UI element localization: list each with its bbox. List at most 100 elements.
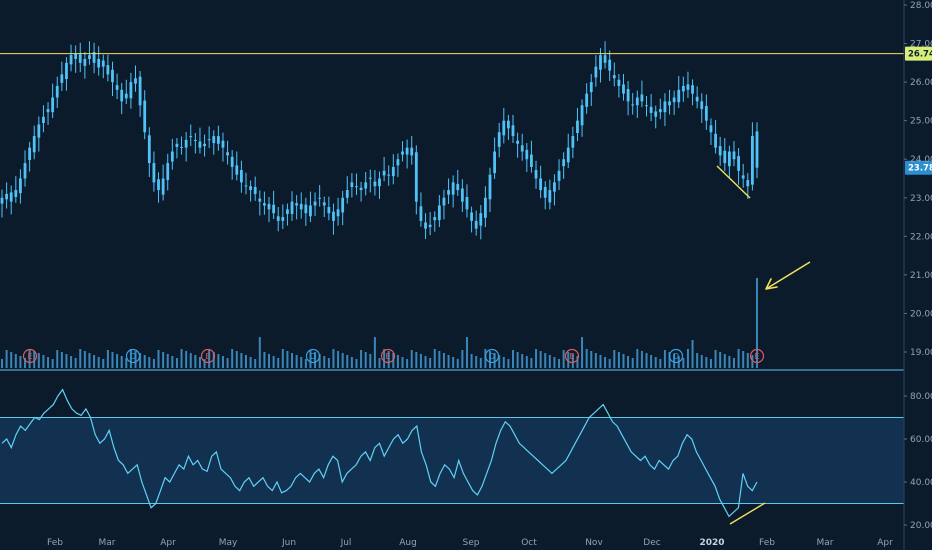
volume-bar — [148, 357, 151, 368]
volume-bar — [5, 350, 8, 368]
candle-body — [553, 182, 556, 192]
volume-bar — [120, 356, 123, 368]
time-axis-label: Jul — [340, 538, 352, 548]
volume-bar — [83, 351, 86, 368]
last-price-label: 23.78 — [908, 164, 932, 174]
candle-body — [488, 174, 492, 200]
candle-body — [387, 174, 391, 176]
volume-bar — [429, 358, 432, 368]
candle-body — [677, 89, 681, 103]
volume-bar — [350, 357, 353, 368]
candle-body — [23, 163, 27, 179]
candle-body — [88, 55, 91, 59]
volume-bar — [286, 351, 289, 368]
candle-body — [451, 182, 455, 195]
volume-event-badge — [749, 348, 765, 364]
oscillator-axis-tick-label: 60.00 — [910, 435, 932, 445]
candle-body — [230, 156, 234, 167]
candle-body — [378, 178, 381, 187]
candle-body — [460, 188, 464, 202]
volume-bar — [88, 353, 91, 368]
volume-event-badge — [564, 348, 580, 364]
volume-event-badge — [668, 348, 684, 364]
candle-body — [180, 146, 183, 148]
candle-body — [9, 192, 13, 202]
volume-event-label: D — [130, 352, 136, 361]
volume-bar — [281, 349, 284, 368]
volume-bar — [24, 358, 27, 368]
volume-event-badge — [380, 348, 396, 364]
volume-bar — [166, 354, 169, 368]
candle-body — [272, 204, 276, 214]
volume-event-badge — [305, 348, 321, 364]
time-axis-label: Mar — [99, 538, 116, 548]
volume-bar — [134, 351, 137, 368]
volume-bar — [640, 351, 643, 368]
volume-bar — [10, 352, 13, 368]
time-axis-label: Jun — [281, 538, 296, 548]
annotation-arrow-shaft — [765, 261, 811, 290]
volume-bar — [686, 349, 689, 368]
candle-body — [566, 147, 570, 163]
volume-bar — [97, 357, 100, 368]
candle-body — [695, 96, 699, 102]
volume-bar — [599, 355, 602, 368]
volume-bar — [231, 349, 234, 368]
candle-body — [5, 193, 9, 200]
volume-bar — [438, 351, 441, 368]
volume-bar — [42, 355, 45, 368]
time-axis-label: Nov — [585, 538, 603, 548]
volume-bar — [461, 350, 464, 368]
volume-bar — [631, 358, 634, 368]
volume-bar — [226, 358, 229, 368]
candle-body — [111, 69, 114, 83]
volume-bar — [488, 351, 491, 368]
candle-body — [78, 54, 82, 63]
volume-event-badge — [484, 348, 500, 364]
volume-bar — [189, 353, 192, 368]
volume-bar — [272, 356, 275, 368]
volume-bar — [507, 359, 510, 368]
volume-bar — [475, 356, 478, 368]
volume-bar — [254, 359, 257, 368]
candle-body — [83, 58, 87, 66]
oscillator-axis-tick-label: 20.00 — [910, 521, 932, 531]
candle-body — [198, 141, 202, 148]
candle-body — [548, 190, 552, 203]
candle-body — [585, 93, 589, 107]
volume-bar — [410, 350, 413, 368]
volume-bar — [70, 356, 73, 368]
time-axis-label: Mar — [817, 538, 834, 548]
volume-event-label: E — [754, 352, 759, 361]
candle-body — [539, 178, 543, 191]
volume-bar — [157, 350, 160, 368]
volume-bar — [714, 350, 717, 368]
candle-body — [253, 186, 257, 194]
volume-bar — [419, 354, 422, 368]
volume-bar — [636, 349, 639, 368]
volume-bar — [337, 351, 340, 368]
volume-bar — [180, 349, 183, 368]
candle-body — [212, 136, 216, 144]
volume-bar — [203, 359, 206, 368]
candle-body — [433, 217, 437, 221]
volume-event-badge — [125, 348, 141, 364]
candle-body — [207, 139, 211, 141]
candle-body — [313, 201, 317, 206]
volume-bar — [516, 352, 519, 368]
time-axis-label: Apr — [877, 538, 893, 548]
volume-bar — [125, 358, 128, 368]
volume-bar — [452, 357, 455, 368]
candle-body — [594, 66, 598, 78]
candle-body — [520, 145, 524, 152]
annotation-arrow-head — [765, 278, 778, 290]
volume-bar — [682, 358, 685, 368]
candle-body — [55, 85, 59, 98]
candle-body — [263, 203, 266, 206]
candle-body — [373, 181, 377, 187]
candle-body — [534, 170, 538, 179]
candle-body — [368, 177, 372, 179]
volume-bar — [746, 353, 749, 368]
time-axis-label: Feb — [47, 538, 63, 548]
